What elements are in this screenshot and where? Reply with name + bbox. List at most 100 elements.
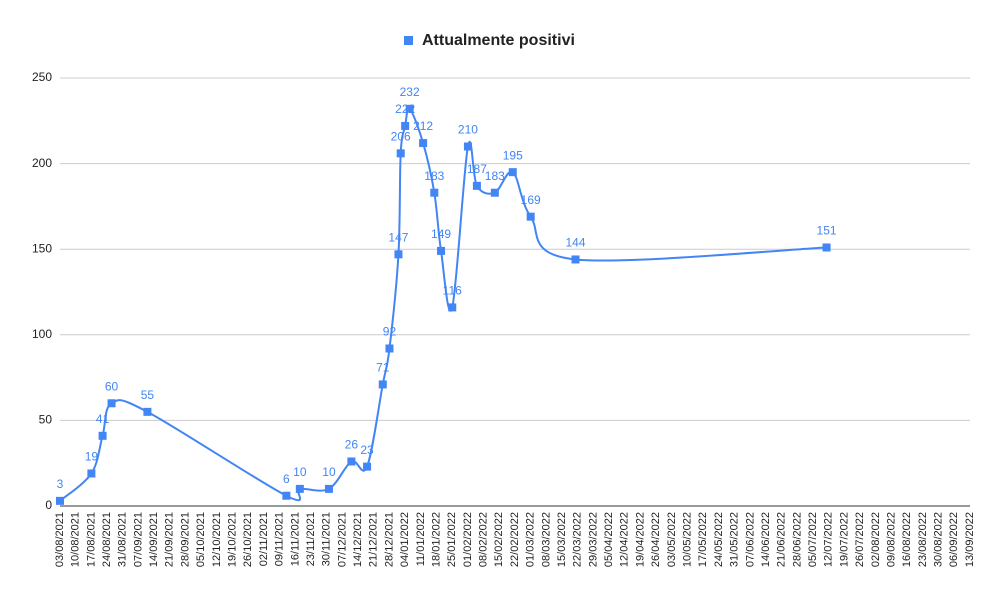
x-tick-label: 18/01/2022 xyxy=(430,512,442,567)
data-label: 10 xyxy=(322,465,336,479)
point xyxy=(437,246,446,255)
x-tick-label: 09/11/2021 xyxy=(274,512,286,566)
data-label: 187 xyxy=(467,162,487,176)
x-tick-label: 16/11/2021 xyxy=(289,512,301,566)
x-tick-label: 06/09/2022 xyxy=(948,512,960,567)
x-tick-label: 14/06/2022 xyxy=(760,512,772,567)
data-label: 169 xyxy=(521,193,541,207)
x-tick-label: 10/05/2022 xyxy=(681,512,693,567)
y-tick-label: 100 xyxy=(32,327,52,341)
point xyxy=(295,484,304,493)
x-tick-label: 21/12/2021 xyxy=(368,512,380,567)
data-label: 23 xyxy=(360,443,374,457)
data-label: 183 xyxy=(424,169,444,183)
x-tick-label: 28/09/2021 xyxy=(179,512,191,567)
point xyxy=(571,255,580,264)
x-tick-label: 19/07/2022 xyxy=(838,512,850,567)
point xyxy=(490,188,499,197)
x-tick-label: 30/11/2021 xyxy=(321,512,333,566)
x-tick-label: 11/01/2022 xyxy=(415,512,427,566)
data-label: 71 xyxy=(376,361,390,375)
x-tick-label: 12/10/2021 xyxy=(211,512,223,567)
x-tick-label: 01/03/2022 xyxy=(525,512,537,567)
x-tick-label: 24/05/2022 xyxy=(713,512,725,567)
x-tick-label: 08/02/2022 xyxy=(478,512,490,567)
point xyxy=(98,431,107,440)
data-label: 55 xyxy=(141,388,155,402)
data-label: 6 xyxy=(283,472,290,486)
x-tick-label: 23/11/2021 xyxy=(305,512,317,566)
x-tick-label: 04/01/2022 xyxy=(399,512,411,567)
x-tick-label: 28/12/2021 xyxy=(383,512,395,567)
y-tick-label: 0 xyxy=(45,498,52,512)
point xyxy=(508,168,517,177)
x-tick-label: 12/04/2022 xyxy=(619,512,631,567)
point xyxy=(526,212,535,221)
data-label: 147 xyxy=(388,231,408,245)
point xyxy=(324,484,333,493)
data-label: 183 xyxy=(485,169,505,183)
x-tick-label: 23/08/2022 xyxy=(917,512,929,567)
x-tick-label: 25/01/2022 xyxy=(446,512,458,567)
point xyxy=(394,250,403,259)
x-tick-label: 26/07/2022 xyxy=(854,512,866,567)
x-tick-label: 28/06/2022 xyxy=(791,512,803,567)
x-tick-label: 12/07/2022 xyxy=(823,512,835,567)
point xyxy=(419,139,428,148)
x-tick-label: 02/11/2021 xyxy=(258,512,270,566)
data-label: 210 xyxy=(458,123,478,137)
data-label: 151 xyxy=(817,224,837,238)
data-label: 41 xyxy=(96,412,110,426)
data-label: 3 xyxy=(57,477,64,491)
x-tick-label: 21/09/2021 xyxy=(164,512,176,567)
data-label: 212 xyxy=(413,119,433,133)
point xyxy=(107,399,116,408)
point xyxy=(463,142,472,151)
x-tick-label: 19/04/2022 xyxy=(634,512,646,567)
data-label: 19 xyxy=(85,450,99,464)
x-tick-label: 03/05/2022 xyxy=(666,512,678,567)
data-label: 10 xyxy=(293,465,307,479)
x-tick-label: 10/08/2021 xyxy=(70,512,82,567)
x-tick-label: 07/09/2021 xyxy=(132,512,144,567)
point xyxy=(87,469,96,478)
x-tick-label: 05/10/2021 xyxy=(195,512,207,567)
x-tick-label: 03/08/2021 xyxy=(54,512,66,567)
data-label: 92 xyxy=(383,325,397,339)
x-tick-label: 05/07/2022 xyxy=(807,512,819,567)
x-tick-label: 21/06/2022 xyxy=(776,512,788,567)
x-tick-label: 08/03/2022 xyxy=(540,512,552,567)
x-tick-label: 07/06/2022 xyxy=(744,512,756,567)
x-tick-label: 14/09/2021 xyxy=(148,512,160,567)
x-tick-label: 26/10/2021 xyxy=(242,512,254,567)
point xyxy=(430,188,439,197)
x-tick-label: 01/02/2022 xyxy=(462,512,474,567)
x-tick-label: 24/08/2021 xyxy=(101,512,113,567)
point xyxy=(396,149,405,158)
x-tick-label: 22/02/2022 xyxy=(509,512,521,567)
point xyxy=(347,457,356,466)
x-tick-label: 29/03/2022 xyxy=(587,512,599,567)
point xyxy=(143,407,152,416)
point xyxy=(282,491,291,500)
x-tick-label: 19/10/2021 xyxy=(226,512,238,567)
point xyxy=(401,121,410,130)
data-label: 149 xyxy=(431,227,451,241)
x-tick-label: 16/08/2022 xyxy=(901,512,913,567)
y-tick-label: 200 xyxy=(32,156,52,170)
point xyxy=(56,496,64,505)
legend-marker xyxy=(404,36,413,45)
x-tick-label: 26/04/2022 xyxy=(650,512,662,567)
x-tick-label: 02/08/2022 xyxy=(870,512,882,567)
x-tick-label: 30/08/2022 xyxy=(933,512,945,567)
x-tick-label: 31/05/2022 xyxy=(729,512,741,567)
y-tick-label: 150 xyxy=(32,241,52,255)
point xyxy=(378,380,387,389)
x-tick-label: 15/02/2022 xyxy=(493,512,505,567)
legend-label: Attualmente positivi xyxy=(422,32,575,49)
data-label: 232 xyxy=(400,85,420,99)
data-label: 26 xyxy=(345,438,359,452)
data-label: 144 xyxy=(566,236,586,250)
